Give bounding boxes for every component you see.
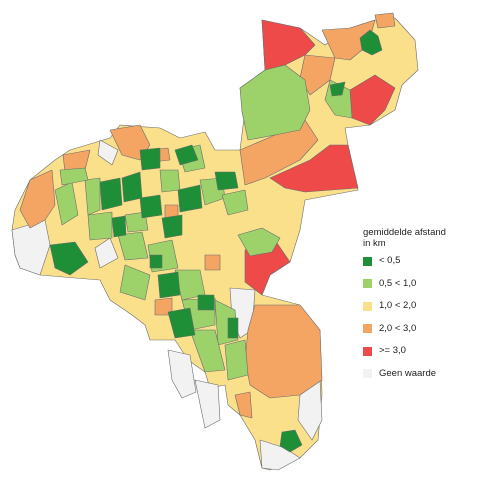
region-darkgreen[interactable]	[197, 294, 215, 311]
region-darkgreen[interactable]	[329, 81, 346, 97]
region-darkgreen[interactable]	[279, 429, 303, 453]
legend-item: 1,0 < 2,0	[363, 301, 493, 311]
legend-item: Geen waarde	[363, 367, 493, 379]
region-lightgreen[interactable]	[224, 339, 249, 381]
legend-label: Geen waarde	[379, 367, 437, 379]
region-orange[interactable]	[19, 169, 56, 229]
region-darkgreen[interactable]	[139, 147, 161, 171]
legend-title: gemiddelde afstand in km	[363, 227, 493, 249]
legend-label: 2,0 < 3,0	[379, 322, 417, 334]
region-darkgreen[interactable]	[359, 29, 383, 56]
region-darkgreen[interactable]	[177, 184, 203, 213]
map-regions	[11, 12, 419, 471]
region-darkgreen[interactable]	[167, 307, 196, 339]
legend-title-line2: in km	[363, 238, 386, 249]
region-grey[interactable]	[167, 349, 197, 399]
map-legend: gemiddelde afstand in km < 0,5 0,5 < 1,0…	[363, 227, 493, 391]
region-darkgreen[interactable]	[139, 194, 163, 219]
region-orange[interactable]	[234, 391, 253, 419]
region-lightgreen[interactable]	[87, 211, 113, 241]
region-lightgreen[interactable]	[59, 167, 89, 186]
legend-item: 0,5 < 1,0	[363, 277, 493, 289]
legend-item: 2,0 < 3,0	[363, 322, 493, 334]
region-red[interactable]	[269, 144, 359, 193]
region-darkgreen[interactable]	[49, 241, 89, 276]
region-orange[interactable]	[299, 54, 336, 96]
region-orange[interactable]	[374, 12, 396, 29]
region-lightgreen[interactable]	[237, 227, 281, 257]
legend-label: < 0,5	[379, 255, 401, 266]
region-lightgreen[interactable]	[119, 264, 151, 301]
legend-swatch	[363, 324, 372, 333]
legend-swatch	[363, 301, 372, 311]
region-darkgreen[interactable]	[111, 215, 127, 238]
region-lightgreen[interactable]	[54, 181, 79, 226]
legend-item: < 0,5	[363, 256, 493, 266]
region-lightgreen[interactable]	[159, 169, 181, 193]
region-grey[interactable]	[194, 379, 221, 429]
legend-title-line1: gemiddelde afstand	[363, 227, 446, 238]
region-orange[interactable]	[204, 254, 221, 271]
legend-swatch	[363, 279, 372, 288]
legend-label: >= 3,0	[379, 345, 406, 356]
region-darkgreen[interactable]	[161, 214, 183, 239]
legend-label: 1,0 < 2,0	[379, 300, 417, 311]
region-darkgreen[interactable]	[149, 254, 163, 269]
legend-item: >= 3,0	[363, 346, 493, 356]
region-darkgreen[interactable]	[174, 144, 199, 166]
region-lightgreen[interactable]	[117, 231, 149, 261]
legend-label: 0,5 < 1,0	[379, 277, 417, 289]
region-darkgreen[interactable]	[227, 317, 239, 339]
region-darkgreen[interactable]	[157, 271, 181, 299]
legend-swatch	[363, 369, 372, 378]
legend-swatch	[363, 346, 372, 356]
region-lightgreen[interactable]	[189, 329, 226, 373]
region-lightgreen[interactable]	[84, 177, 101, 216]
region-darkgreen[interactable]	[214, 171, 239, 191]
region-orange[interactable]	[244, 304, 323, 399]
region-grey[interactable]	[97, 139, 119, 166]
legend-swatch	[363, 256, 372, 266]
region-lightgreen[interactable]	[239, 64, 311, 141]
region-lightgreen[interactable]	[221, 189, 249, 216]
region-darkgreen[interactable]	[99, 177, 123, 211]
region-grey[interactable]	[94, 237, 119, 269]
